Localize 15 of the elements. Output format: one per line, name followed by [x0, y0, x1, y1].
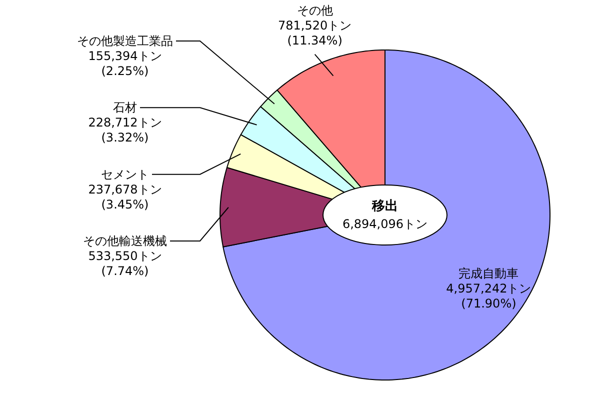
slice-label: 完成自動車: [458, 266, 519, 280]
data-label: 781,520トン (11.34%): [278, 18, 352, 48]
slice-label: 石材: [113, 100, 137, 115]
data-label: 228,712トン (3.32%): [88, 116, 162, 145]
data-label: 155,394トン (2.25%): [88, 49, 162, 78]
text: 6,894,096トン: [342, 217, 428, 231]
data-label: 533,550トン (7.74%): [88, 249, 162, 278]
pie-slice: [222, 50, 550, 380]
slice-label: その他製造工業品: [77, 34, 173, 48]
slice-label: その他輸送機械: [83, 234, 167, 248]
data-label: 237,678トン (3.45%): [88, 182, 162, 212]
slice-label: セメント: [101, 167, 149, 182]
slice-label: その他: [296, 3, 333, 18]
data-label: 4,957,242トン (71.90%): [446, 281, 532, 310]
text: 移出: [371, 199, 398, 214]
